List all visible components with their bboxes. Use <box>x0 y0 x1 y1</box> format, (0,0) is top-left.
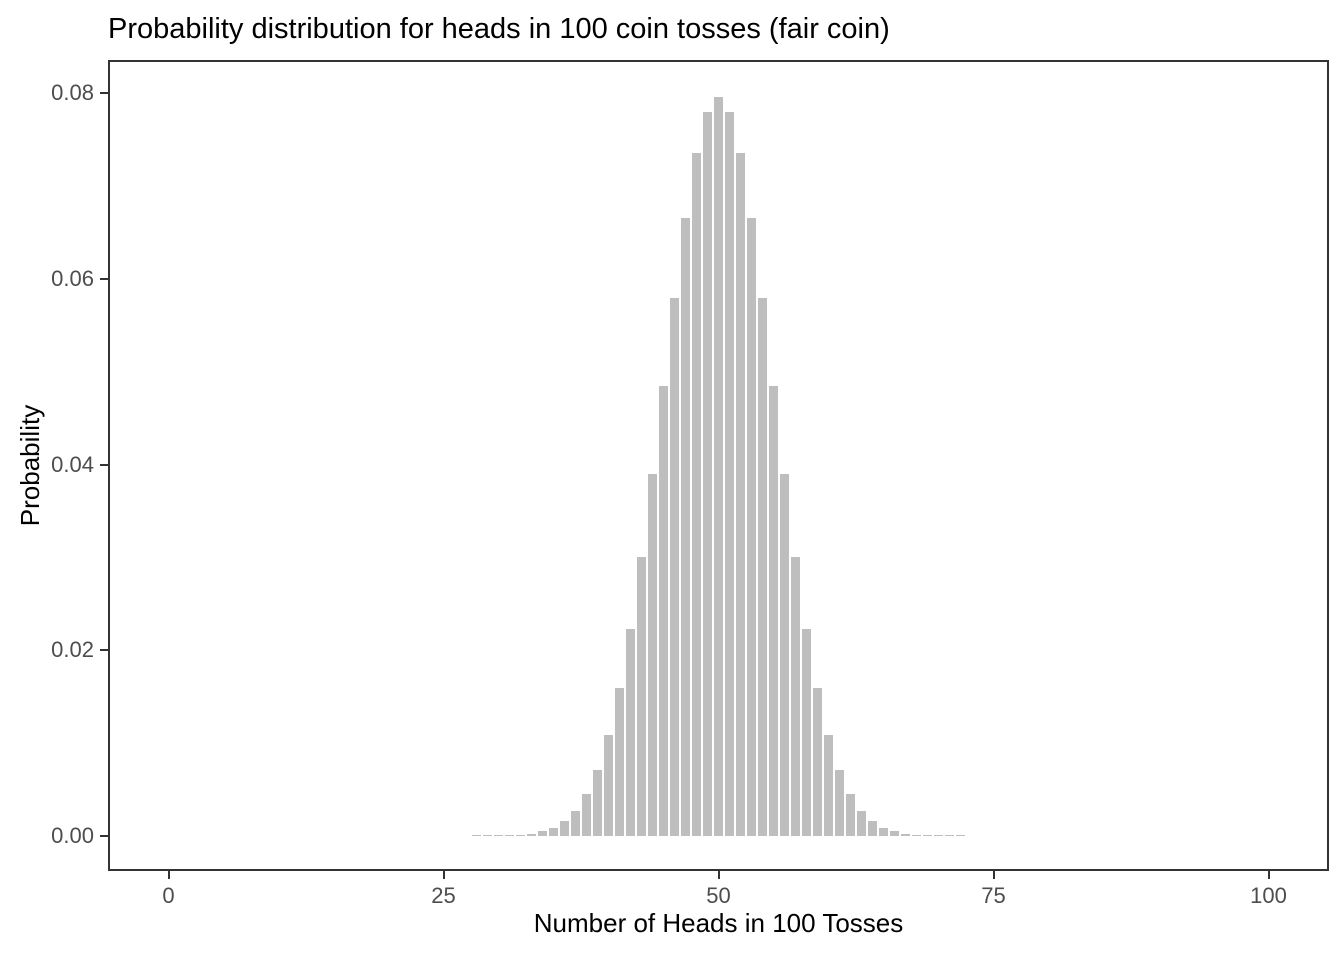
x-axis-tick-mark <box>717 871 720 879</box>
bar <box>768 385 779 836</box>
bar <box>790 556 801 836</box>
bar <box>515 834 526 836</box>
bar <box>570 810 581 836</box>
y-axis-tick-mark <box>100 834 108 837</box>
x-axis-tick-label: 25 <box>431 883 456 908</box>
bar <box>856 810 867 836</box>
bar <box>647 474 658 836</box>
y-axis-tick-label: 0.04 <box>51 451 94 477</box>
y-axis-tick-label: 0.02 <box>51 637 94 663</box>
bar <box>878 827 889 836</box>
x-axis-tick-mark <box>1267 871 1270 879</box>
bar <box>955 834 966 836</box>
plot-panel <box>108 60 1329 871</box>
bar <box>625 628 636 836</box>
bar <box>757 297 768 836</box>
y-axis-tick-label: 0.08 <box>51 80 94 106</box>
x-axis-tick-mark <box>167 871 170 879</box>
bar <box>867 821 878 836</box>
y-axis-tick-mark <box>100 277 108 280</box>
bar <box>471 834 482 836</box>
y-axis-tick-label: 0.06 <box>51 265 94 291</box>
y-axis-tick-mark <box>100 463 108 466</box>
bar <box>933 834 944 836</box>
bar <box>724 111 735 836</box>
bar <box>504 834 515 836</box>
bar <box>702 111 713 836</box>
bar <box>889 831 900 836</box>
bar <box>548 827 559 836</box>
x-axis-tick-label: 100 <box>1250 883 1287 908</box>
bar <box>812 688 823 836</box>
y-axis-tick-mark <box>100 649 108 652</box>
bar <box>900 833 911 836</box>
bar <box>779 474 790 836</box>
bar <box>592 769 603 836</box>
bar <box>614 688 625 836</box>
bar <box>922 834 933 836</box>
x-axis-tick-label: 0 <box>162 883 175 908</box>
bar <box>493 834 504 836</box>
x-axis-tick-label: 75 <box>981 883 1006 908</box>
bar <box>801 628 812 836</box>
bar <box>658 385 669 836</box>
x-axis-title: Number of Heads in 100 Tosses <box>533 908 904 938</box>
bar <box>526 833 537 836</box>
x-axis-tick-mark <box>442 871 445 879</box>
bar <box>559 821 570 836</box>
y-axis-tick-label: 0.00 <box>51 822 94 848</box>
bar <box>713 97 724 836</box>
x-axis-tick-label: 50 <box>706 883 731 908</box>
bar <box>669 297 680 836</box>
bar <box>845 794 856 836</box>
bar <box>746 217 757 836</box>
bar <box>834 769 845 836</box>
bar <box>944 834 955 836</box>
bar <box>581 794 592 836</box>
bar <box>636 556 647 836</box>
bar <box>735 153 746 836</box>
x-axis-tick-mark <box>992 871 995 879</box>
bar <box>691 153 702 836</box>
bar <box>482 834 493 836</box>
bar <box>603 735 614 836</box>
bar <box>823 735 834 836</box>
chart-title: Probability distribution for heads in 10… <box>108 13 890 45</box>
bar <box>911 834 922 836</box>
bar <box>537 831 548 836</box>
bar <box>680 217 691 836</box>
y-axis-tick-mark <box>100 92 108 95</box>
